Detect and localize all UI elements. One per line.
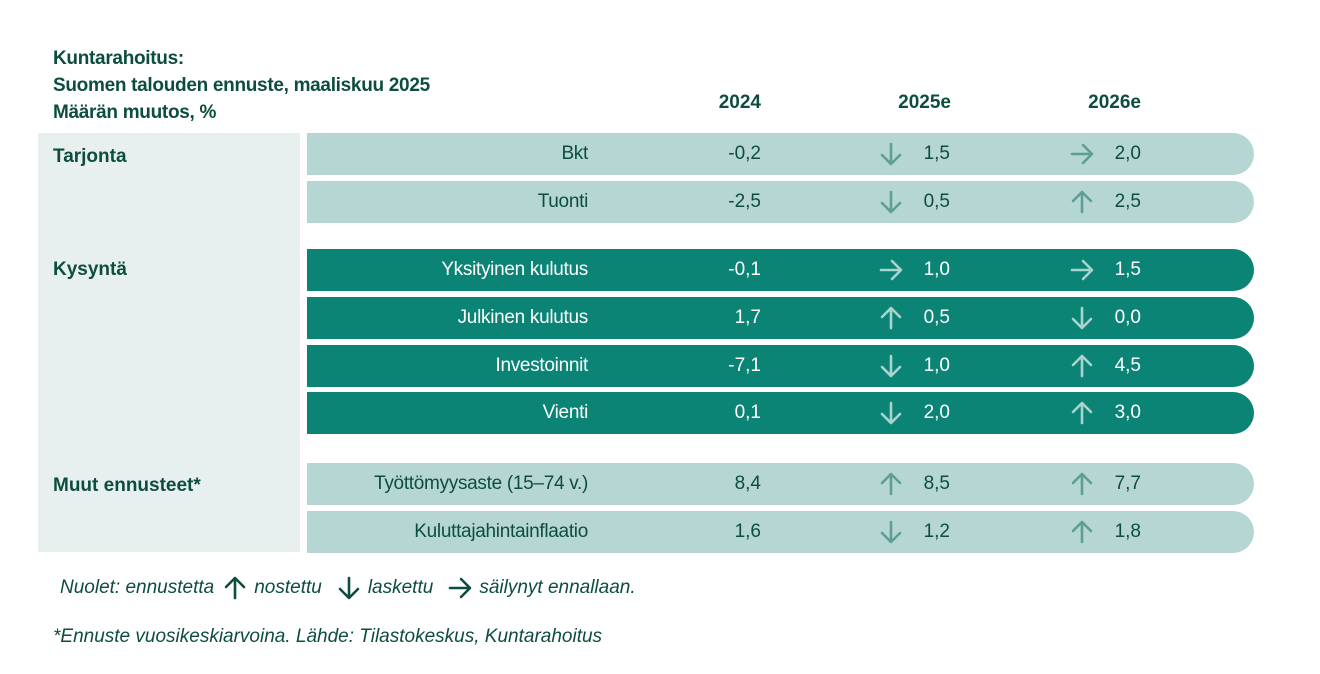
legend-up-label: nostettu — [254, 577, 322, 598]
value-2026e: 7,7 — [1114, 473, 1141, 494]
row-label: Tuonti — [537, 191, 589, 212]
value-2024: 8,4 — [734, 473, 761, 494]
value-2026e: 0,0 — [1114, 307, 1141, 328]
column-header-2025e: 2025e — [898, 92, 951, 113]
arrow-up-icon — [1071, 190, 1093, 214]
group-panel — [38, 133, 300, 552]
chart-title: Kuntarahoitus: Suomen talouden ennuste, … — [53, 45, 430, 126]
title-line-2: Suomen talouden ennuste, maaliskuu 2025 — [53, 75, 430, 96]
value-2025e: 0,5 — [923, 191, 950, 212]
arrow-down-icon — [1071, 306, 1093, 330]
row-label: Bkt — [561, 143, 588, 164]
value-2024: -2,5 — [728, 191, 761, 212]
row-label: Investoinnit — [495, 355, 588, 376]
legend-down-label: laskettu — [367, 577, 434, 598]
row-label: Kuluttajahintainflaatio — [414, 521, 588, 542]
value-2025e: 0,5 — [923, 307, 950, 328]
value-2025e: 2,0 — [923, 402, 950, 423]
value-2026e: 1,8 — [1114, 521, 1141, 542]
group-label-tarjonta: Tarjonta — [53, 146, 127, 167]
value-2026e: 4,5 — [1114, 355, 1141, 376]
value-2026e: 3,0 — [1114, 402, 1141, 423]
row-label: Julkinen kulutus — [457, 307, 589, 328]
arrow-up-icon — [1071, 472, 1093, 496]
arrow-up-icon — [1071, 354, 1093, 378]
arrow-down-icon — [880, 401, 902, 425]
value-2024: 0,1 — [734, 402, 761, 423]
value-2025e: 1,0 — [923, 259, 950, 280]
arrow-down-icon — [880, 190, 902, 214]
arrow-down-icon — [880, 520, 902, 544]
table-row: Julkinen kulutus 1,7 0,5 0,0 — [307, 297, 1254, 339]
arrow-right-icon — [449, 577, 472, 599]
column-header-2026e: 2026e — [1088, 92, 1141, 113]
row-label: Työttömyysaste (15–74 v.) — [374, 473, 588, 494]
table-row: Tuonti -2,5 0,5 2,5 — [307, 181, 1254, 223]
value-2024: -0,1 — [728, 259, 761, 280]
value-2025e: 8,5 — [923, 473, 950, 494]
table-row: Investoinnit -7,1 1,0 4,5 — [307, 345, 1254, 387]
row-label: Vienti — [542, 402, 589, 423]
value-2026e: 1,5 — [1114, 259, 1141, 280]
column-header-2024: 2024 — [718, 92, 761, 113]
arrow-up-icon — [224, 576, 246, 600]
title-line-3: Määrän muutos, % — [53, 102, 217, 123]
value-2024: 1,6 — [734, 521, 761, 542]
arrow-down-icon — [880, 142, 902, 166]
table-row: Kuluttajahintainflaatio 1,6 1,2 1,8 — [307, 511, 1254, 553]
table-row: Yksityinen kulutus -0,1 1,0 1,5 — [307, 249, 1254, 291]
title-line-1: Kuntarahoitus: — [53, 48, 184, 69]
table-row: Vienti 0,1 2,0 3,0 — [307, 392, 1254, 434]
value-2025e: 1,5 — [923, 143, 950, 164]
arrow-down-icon — [338, 576, 360, 600]
arrow-right-icon — [879, 259, 903, 281]
table-row: Työttömyysaste (15–74 v.) 8,4 8,5 7,7 — [307, 463, 1254, 505]
legend: Nuolet: ennustetta nostettu laskettu säi… — [60, 575, 636, 601]
row-label: Yksityinen kulutus — [441, 259, 588, 280]
arrow-up-icon — [1071, 401, 1093, 425]
legend-right-label: säilynyt ennallaan. — [479, 577, 636, 598]
arrow-down-icon — [880, 354, 902, 378]
arrow-up-icon — [1071, 520, 1093, 544]
value-2024: 1,7 — [734, 307, 761, 328]
legend-prefix: Nuolet: ennustetta — [60, 577, 215, 598]
value-2025e: 1,0 — [923, 355, 950, 376]
arrow-up-icon — [880, 306, 902, 330]
table-row: Bkt -0,2 1,5 2,0 — [307, 133, 1254, 175]
value-2024: -0,2 — [728, 143, 761, 164]
value-2026e: 2,0 — [1114, 143, 1141, 164]
arrow-right-icon — [1070, 259, 1094, 281]
arrow-right-icon — [1070, 143, 1094, 165]
value-2025e: 1,2 — [923, 521, 950, 542]
arrow-up-icon — [880, 472, 902, 496]
group-label-muut-ennusteet: Muut ennusteet* — [53, 475, 201, 496]
footnote: *Ennuste vuosikeskiarvoina. Lähde: Tilas… — [53, 626, 603, 647]
value-2026e: 2,5 — [1114, 191, 1141, 212]
group-label-kysynta: Kysyntä — [53, 259, 127, 280]
value-2024: -7,1 — [728, 355, 761, 376]
